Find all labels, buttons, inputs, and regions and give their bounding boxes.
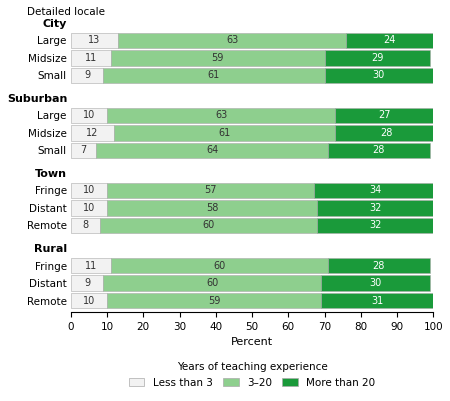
- Bar: [335, 107, 433, 123]
- Text: 10: 10: [83, 110, 95, 120]
- Text: 30: 30: [369, 278, 382, 288]
- Bar: [107, 107, 335, 123]
- Bar: [317, 218, 433, 233]
- Bar: [107, 200, 317, 216]
- Bar: [71, 125, 114, 141]
- Text: City: City: [43, 19, 67, 29]
- Bar: [114, 125, 335, 141]
- Bar: [321, 293, 433, 308]
- Bar: [71, 275, 104, 291]
- Text: Detailed locale: Detailed locale: [27, 7, 105, 17]
- Text: 34: 34: [369, 185, 382, 195]
- Bar: [71, 143, 96, 158]
- Bar: [111, 258, 328, 273]
- Bar: [107, 293, 321, 308]
- Bar: [71, 200, 107, 216]
- Text: 10: 10: [83, 203, 95, 213]
- Bar: [107, 183, 314, 198]
- Bar: [71, 50, 111, 66]
- Text: 59: 59: [212, 53, 224, 63]
- Text: 58: 58: [206, 203, 218, 213]
- Text: 32: 32: [369, 221, 382, 231]
- Legend: Less than 3, 3–20, More than 20: Less than 3, 3–20, More than 20: [125, 358, 379, 392]
- Text: 29: 29: [371, 53, 383, 63]
- Text: 28: 28: [380, 128, 392, 138]
- Text: 28: 28: [373, 261, 385, 271]
- Text: 13: 13: [88, 35, 100, 45]
- Bar: [104, 68, 324, 83]
- Text: 28: 28: [373, 146, 385, 156]
- Text: 11: 11: [85, 261, 97, 271]
- Text: 24: 24: [383, 35, 396, 45]
- Bar: [96, 143, 328, 158]
- Text: 63: 63: [226, 35, 238, 45]
- Text: 32: 32: [369, 203, 382, 213]
- Bar: [71, 183, 107, 198]
- Bar: [71, 258, 111, 273]
- Bar: [314, 183, 437, 198]
- X-axis label: Percent: Percent: [231, 337, 273, 347]
- Text: 9: 9: [84, 70, 90, 80]
- Text: 10: 10: [83, 185, 95, 195]
- Bar: [328, 143, 430, 158]
- Text: 9: 9: [84, 278, 90, 288]
- Text: Town: Town: [35, 169, 67, 179]
- Bar: [335, 125, 437, 141]
- Text: 60: 60: [206, 278, 218, 288]
- Text: 30: 30: [373, 70, 385, 80]
- Text: 61: 61: [208, 70, 220, 80]
- Bar: [71, 32, 118, 48]
- Text: Rural: Rural: [34, 244, 67, 254]
- Text: 7: 7: [81, 146, 86, 156]
- Bar: [71, 218, 100, 233]
- Bar: [71, 107, 107, 123]
- Bar: [71, 68, 104, 83]
- Text: 12: 12: [86, 128, 99, 138]
- Text: Suburban: Suburban: [7, 94, 67, 104]
- Bar: [111, 50, 324, 66]
- Bar: [317, 200, 433, 216]
- Bar: [71, 293, 107, 308]
- Bar: [118, 32, 346, 48]
- Text: 31: 31: [371, 296, 383, 306]
- Text: 10: 10: [83, 296, 95, 306]
- Text: 60: 60: [202, 221, 215, 231]
- Text: 11: 11: [85, 53, 97, 63]
- Bar: [328, 258, 430, 273]
- Bar: [321, 275, 430, 291]
- Text: 64: 64: [206, 146, 218, 156]
- Text: 57: 57: [204, 185, 216, 195]
- Text: 61: 61: [219, 128, 231, 138]
- Bar: [104, 275, 321, 291]
- Text: 8: 8: [82, 221, 88, 231]
- Bar: [100, 218, 317, 233]
- Text: 27: 27: [378, 110, 391, 120]
- Bar: [324, 68, 433, 83]
- Text: 63: 63: [215, 110, 227, 120]
- Bar: [324, 50, 430, 66]
- Text: 60: 60: [213, 261, 225, 271]
- Bar: [346, 32, 433, 48]
- Text: 59: 59: [208, 296, 220, 306]
